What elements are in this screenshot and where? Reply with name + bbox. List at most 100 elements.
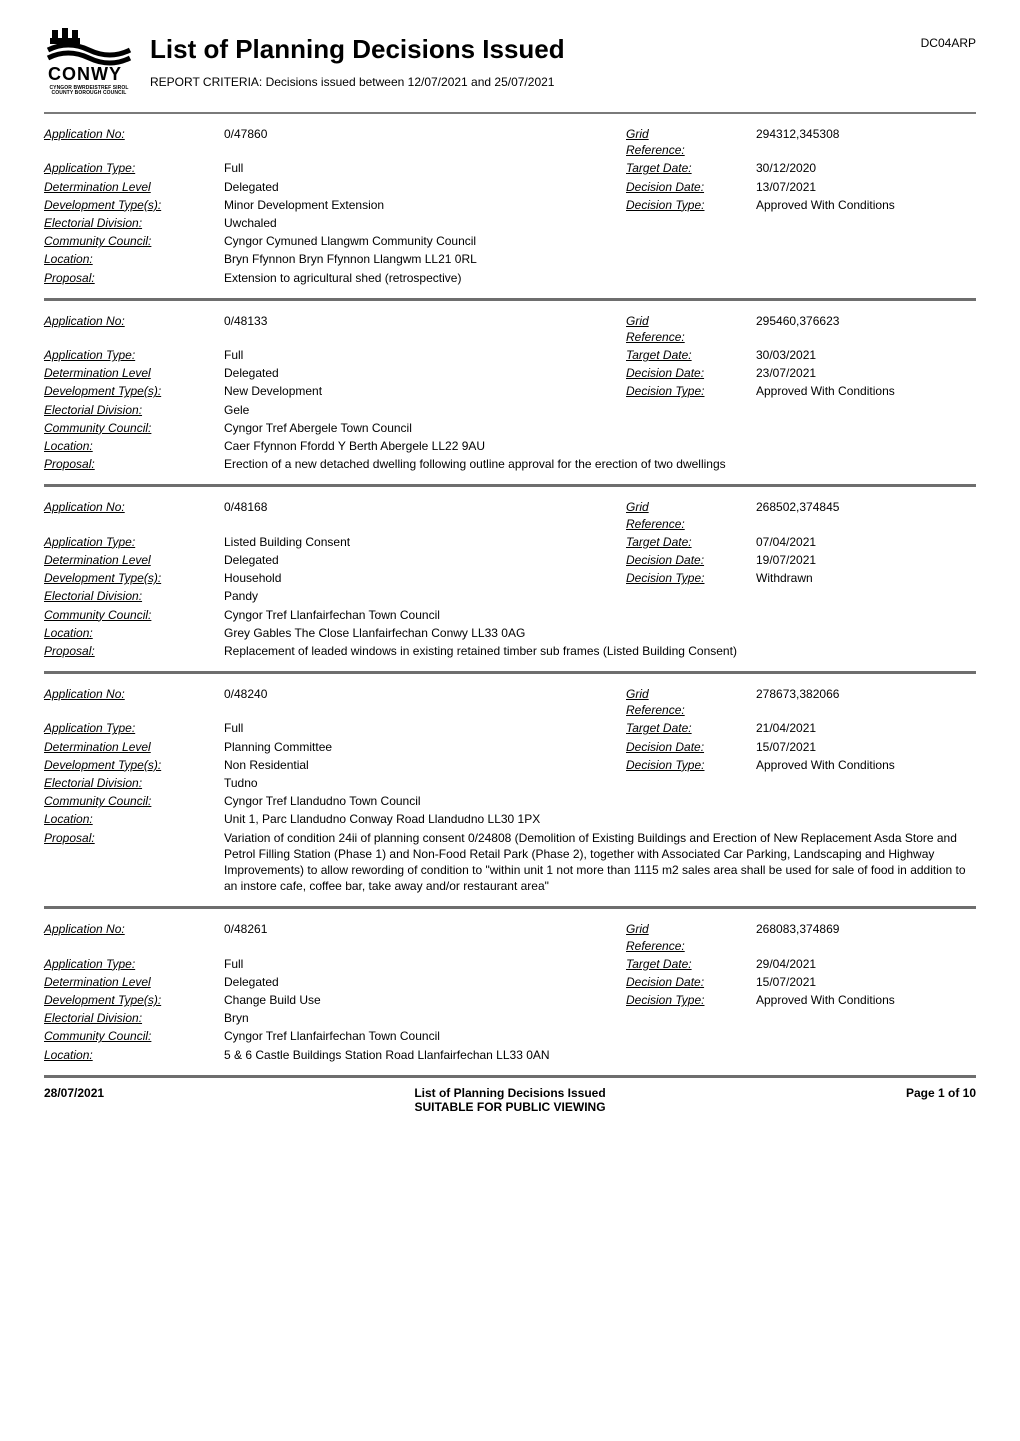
value-decision-type: Withdrawn [756, 570, 976, 586]
value-determination-level: Planning Committee [224, 739, 626, 755]
label-target-date: Target Date: [626, 720, 756, 736]
label-decision-date: Decision Date: [626, 974, 756, 990]
svg-text:CONWY: CONWY [48, 64, 122, 84]
label-location: Location: [44, 251, 224, 267]
page-header: CONWY CYNGOR BWRDEISTREF SIROL COUNTY BO… [44, 28, 976, 106]
value-decision-date: 15/07/2021 [756, 739, 976, 755]
label-community-council: Community Council: [44, 420, 224, 436]
label-target-date: Target Date: [626, 160, 756, 176]
value-development-type: New Development [224, 383, 626, 399]
label-application-no: Application No: [44, 921, 224, 953]
label-electorial-division: Electorial Division: [44, 1010, 224, 1026]
value-location: Bryn Ffynnon Bryn Ffynnon Llangwm LL21 0… [224, 251, 976, 267]
label-grid-reference: GridReference: [626, 126, 756, 158]
value-application-type: Listed Building Consent [224, 534, 626, 550]
page-title: List of Planning Decisions Issued [150, 28, 976, 65]
value-target-date: 30/12/2020 [756, 160, 976, 176]
application-record: Application No: 0/48168 GridReference: 2… [44, 487, 976, 671]
label-location: Location: [44, 1047, 224, 1063]
label-development-type: Development Type(s): [44, 757, 224, 773]
label-community-council: Community Council: [44, 607, 224, 623]
label-decision-type: Decision Type: [626, 197, 756, 213]
value-grid-reference: 278673,382066 [756, 686, 976, 718]
label-target-date: Target Date: [626, 956, 756, 972]
value-target-date: 21/04/2021 [756, 720, 976, 736]
label-grid-reference: GridReference: [626, 499, 756, 531]
label-proposal: Proposal: [44, 643, 224, 659]
value-grid-reference: 268502,374845 [756, 499, 976, 531]
value-proposal: Extension to agricultural shed (retrospe… [224, 270, 976, 286]
application-record: Application No: 0/48261 GridReference: 2… [44, 909, 976, 1075]
label-proposal: Proposal: [44, 270, 224, 286]
application-record: Application No: 0/48240 GridReference: 2… [44, 674, 976, 906]
value-electorial-division: Pandy [224, 588, 626, 604]
label-community-council: Community Council: [44, 793, 224, 809]
document-code: DC04ARP [921, 36, 976, 50]
label-application-type: Application Type: [44, 160, 224, 176]
label-decision-date: Decision Date: [626, 739, 756, 755]
value-development-type: Household [224, 570, 626, 586]
value-grid-reference: 268083,374869 [756, 921, 976, 953]
value-electorial-division: Tudno [224, 775, 626, 791]
value-determination-level: Delegated [224, 974, 626, 990]
value-decision-type: Approved With Conditions [756, 197, 976, 213]
report-criteria: REPORT CRITERIA: Decisions issued betwee… [150, 75, 976, 89]
label-determination-level: Determination Level [44, 365, 224, 381]
value-community-council: Cyngor Tref Llanfairfechan Town Council [224, 607, 976, 623]
label-grid-reference: GridReference: [626, 686, 756, 718]
label-location: Location: [44, 625, 224, 641]
label-application-no: Application No: [44, 126, 224, 158]
label-decision-type: Decision Type: [626, 570, 756, 586]
value-community-council: Cyngor Tref Llandudno Town Council [224, 793, 976, 809]
value-electorial-division: Uwchaled [224, 215, 626, 231]
label-decision-type: Decision Type: [626, 992, 756, 1008]
conwy-logo-icon: CONWY [46, 28, 132, 86]
value-decision-type: Approved With Conditions [756, 992, 976, 1008]
value-community-council: Cyngor Cymuned Llangwm Community Council [224, 233, 976, 249]
value-electorial-division: Bryn [224, 1010, 626, 1026]
label-target-date: Target Date: [626, 534, 756, 550]
label-development-type: Development Type(s): [44, 197, 224, 213]
value-proposal: Replacement of leaded windows in existin… [224, 643, 976, 659]
logo-subtext-2: COUNTY BOROUGH COUNCIL [52, 91, 127, 96]
label-community-council: Community Council: [44, 233, 224, 249]
value-proposal: Variation of condition 24ii of planning … [224, 830, 976, 895]
label-development-type: Development Type(s): [44, 570, 224, 586]
value-application-type: Full [224, 347, 626, 363]
label-electorial-division: Electorial Division: [44, 402, 224, 418]
value-target-date: 07/04/2021 [756, 534, 976, 550]
value-target-date: 30/03/2021 [756, 347, 976, 363]
label-development-type: Development Type(s): [44, 383, 224, 399]
value-location: 5 & 6 Castle Buildings Station Road Llan… [224, 1047, 976, 1063]
label-electorial-division: Electorial Division: [44, 775, 224, 791]
label-application-type: Application Type: [44, 534, 224, 550]
value-decision-date: 23/07/2021 [756, 365, 976, 381]
label-community-council: Community Council: [44, 1028, 224, 1044]
value-proposal: Erection of a new detached dwelling foll… [224, 456, 976, 472]
value-decision-type: Approved With Conditions [756, 757, 976, 773]
label-application-no: Application No: [44, 313, 224, 345]
label-application-no: Application No: [44, 686, 224, 718]
label-target-date: Target Date: [626, 347, 756, 363]
label-grid-reference: GridReference: [626, 921, 756, 953]
label-location: Location: [44, 438, 224, 454]
value-development-type: Change Build Use [224, 992, 626, 1008]
value-grid-reference: 294312,345308 [756, 126, 976, 158]
label-application-type: Application Type: [44, 720, 224, 736]
value-decision-type: Approved With Conditions [756, 383, 976, 399]
value-decision-date: 19/07/2021 [756, 552, 976, 568]
label-application-no: Application No: [44, 499, 224, 531]
application-record: Application No: 0/48133 GridReference: 2… [44, 301, 976, 485]
value-application-type: Full [224, 956, 626, 972]
value-development-type: Non Residential [224, 757, 626, 773]
value-determination-level: Delegated [224, 179, 626, 195]
value-application-type: Full [224, 160, 626, 176]
records-container: Application No: 0/47860 GridReference: 2… [44, 114, 976, 1078]
value-target-date: 29/04/2021 [756, 956, 976, 972]
footer-title-line1: List of Planning Decisions Issued [204, 1086, 816, 1100]
label-determination-level: Determination Level [44, 739, 224, 755]
page-footer: 28/07/2021 List of Planning Decisions Is… [44, 1078, 976, 1114]
label-decision-date: Decision Date: [626, 552, 756, 568]
value-application-no: 0/48261 [224, 921, 626, 953]
label-decision-date: Decision Date: [626, 365, 756, 381]
